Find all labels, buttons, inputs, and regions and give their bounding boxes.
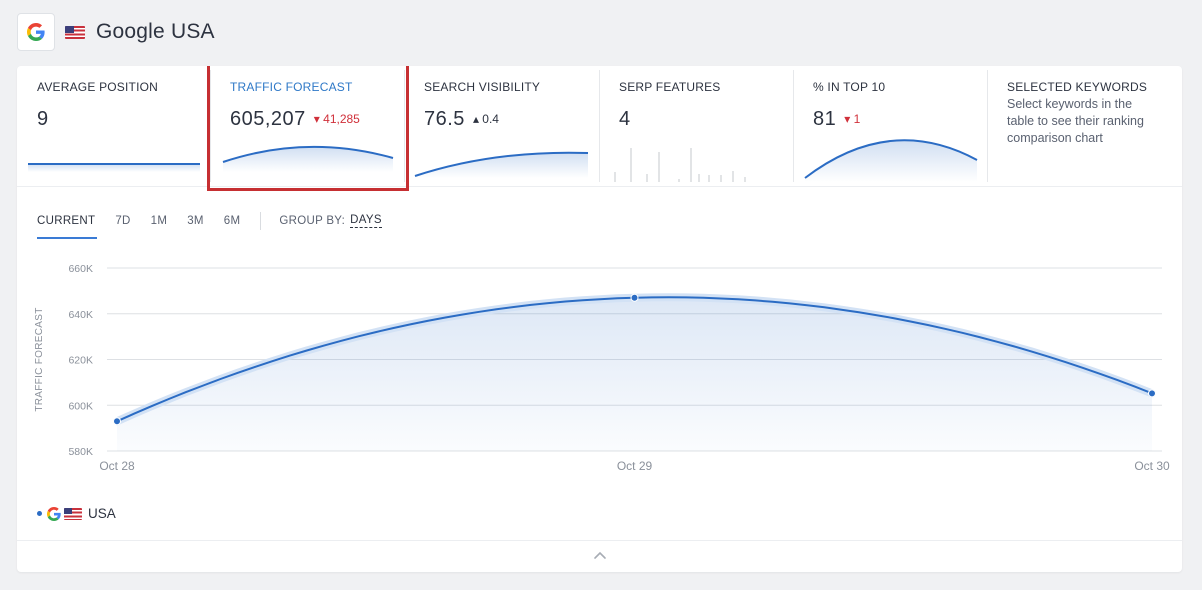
google-g-icon — [47, 506, 61, 521]
metric-label: TRAFFIC FORECAST — [230, 80, 353, 94]
y-axis-label: TRAFFIC FORECAST — [34, 307, 45, 411]
chevron-up-icon[interactable] — [591, 546, 609, 564]
metric-sparkline — [28, 163, 200, 172]
metric-delta: ▾ 41,285 — [313, 112, 360, 126]
engine-header: Google USA — [17, 13, 215, 51]
traffic-forecast-chart: 660K 640K 620K 600K 580K TRAFFIC FORECAST Oct … — [34, 263, 1170, 471]
metric-label: SEARCH VISIBILITY — [424, 80, 541, 94]
page-title: Google USA — [96, 20, 215, 43]
metric-value: 4 — [619, 108, 631, 130]
card-footer-divider — [17, 540, 1182, 541]
tab-7d[interactable]: 7D — [115, 215, 131, 227]
metric-divider — [793, 70, 794, 182]
metric-label: AVERAGE POSITION — [37, 80, 159, 94]
data-point — [1148, 389, 1156, 398]
metric-value: 81 ▾ 1 — [813, 108, 861, 130]
metric-label: SELECTED KEYWORDS — [1007, 80, 1148, 94]
tab-1m[interactable]: 1M — [150, 215, 168, 227]
x-tick-label: Oct 30 — [1134, 459, 1170, 471]
y-tick-label: 660K — [68, 263, 93, 275]
metric-search-visibility[interactable]: SEARCH VISIBILITY 76.5 ▴ 0.4 — [404, 66, 598, 186]
tab-3m[interactable]: 3M — [187, 215, 204, 227]
metric-delta: ▾ 1 — [844, 112, 861, 126]
metric-value: 9 — [37, 108, 49, 130]
metric-in-top-10[interactable]: % IN TOP 10 81 ▾ 1 — [793, 66, 987, 186]
x-tick-label: Oct 29 — [617, 459, 653, 471]
series-area — [117, 297, 1152, 451]
y-tick-label: 640K — [68, 309, 93, 321]
metric-divider — [404, 70, 405, 182]
metric-sparkline — [804, 139, 978, 182]
metric-divider — [210, 70, 211, 182]
chart-legend[interactable]: USA — [37, 506, 116, 521]
us-flag-icon — [64, 507, 82, 520]
metric-serp-features[interactable]: SERP FEATURES 4 — [599, 66, 793, 186]
legend-marker — [37, 511, 42, 516]
metric-delta: ▴ 0.4 — [472, 112, 499, 126]
legend-label: USA — [88, 506, 116, 521]
metric-label: SERP FEATURES — [619, 80, 721, 94]
metrics-divider — [17, 186, 1182, 187]
metric-average-position[interactable]: AVERAGE POSITION 9 — [17, 66, 210, 186]
us-flag-icon — [65, 25, 85, 39]
group-by-label: GROUP BY: — [279, 215, 346, 227]
group-by-dropdown[interactable]: DAYS — [350, 214, 382, 228]
metric-sparkline — [414, 151, 589, 178]
y-tick-label: 600K — [68, 400, 93, 412]
data-point — [630, 293, 639, 302]
metric-traffic-forecast[interactable]: TRAFFIC FORECAST 605,207 ▾ 41,285 — [210, 66, 404, 186]
tab-6m[interactable]: 6M — [223, 215, 241, 227]
y-tick-label: 580K — [68, 446, 93, 458]
metric-sparkline — [222, 145, 394, 172]
metrics-row: AVERAGE POSITION 9 TRAFFIC FORECAST 605,… — [17, 66, 1182, 187]
metric-value: 605,207 ▾ 41,285 — [230, 108, 360, 130]
metric-divider — [987, 70, 988, 182]
x-tick-label: Oct 28 — [99, 459, 135, 471]
metric-label: % IN TOP 10 — [813, 80, 886, 94]
metric-value: 76.5 ▴ 0.4 — [424, 108, 499, 130]
metric-description: Select keywords in the table to see thei… — [1007, 97, 1144, 145]
period-tabs: CURRENT 7D 1M 3M 6M GROUP BY: DAYS — [37, 208, 382, 239]
data-point — [113, 417, 121, 426]
rankings-card: AVERAGE POSITION 9 TRAFFIC FORECAST 605,… — [17, 66, 1182, 572]
metric-selected-keywords: SELECTED KEYWORDS Select keywords in the… — [987, 66, 1182, 186]
tab-current[interactable]: CURRENT — [37, 215, 98, 239]
y-tick-label: 620K — [68, 355, 93, 367]
metric-divider — [599, 70, 600, 182]
metric-sparkline — [614, 148, 746, 182]
google-g-icon[interactable] — [17, 13, 55, 51]
tabs-divider — [260, 212, 262, 230]
